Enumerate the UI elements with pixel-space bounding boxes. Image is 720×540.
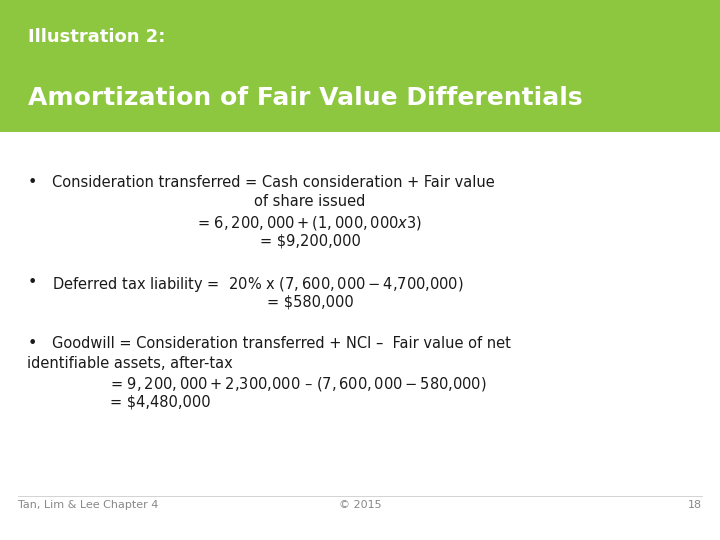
Text: = $4,480,000: = $4,480,000	[110, 395, 211, 409]
Text: Amortization of Fair Value Differentials: Amortization of Fair Value Differentials	[28, 86, 582, 110]
Text: © 2015: © 2015	[338, 500, 382, 510]
Text: of share issued: of share issued	[254, 194, 366, 210]
Text: identifiable assets, after-tax: identifiable assets, after-tax	[27, 355, 233, 370]
Text: Deferred tax liability =  20% x ($7,600,000 - $4,700,000): Deferred tax liability = 20% x ($7,600,0…	[52, 275, 464, 294]
Text: Goodwill = Consideration transferred + NCI –  Fair value of net: Goodwill = Consideration transferred + N…	[52, 336, 511, 351]
Text: 18: 18	[688, 500, 702, 510]
Text: •: •	[28, 336, 37, 351]
Text: Consideration transferred = Cash consideration + Fair value: Consideration transferred = Cash conside…	[52, 175, 495, 190]
Text: Illustration 2:: Illustration 2:	[28, 28, 166, 46]
Bar	[0, 0, 720, 132]
Text: •: •	[28, 275, 37, 290]
Text: Tan, Lim & Lee Chapter 4: Tan, Lim & Lee Chapter 4	[18, 500, 158, 510]
Text: = $9,200,000: = $9,200,000	[260, 233, 361, 248]
Text: = $580,000: = $580,000	[266, 294, 354, 309]
Text: = $9,200,000 + $2,300,000 – ($7,600,000 - $580,000): = $9,200,000 + $2,300,000 – ($7,600,000 …	[110, 375, 487, 393]
Text: = $6,200,000 + (1,000,000 x $3): = $6,200,000 + (1,000,000 x $3)	[197, 214, 423, 232]
Text: •: •	[28, 175, 37, 190]
